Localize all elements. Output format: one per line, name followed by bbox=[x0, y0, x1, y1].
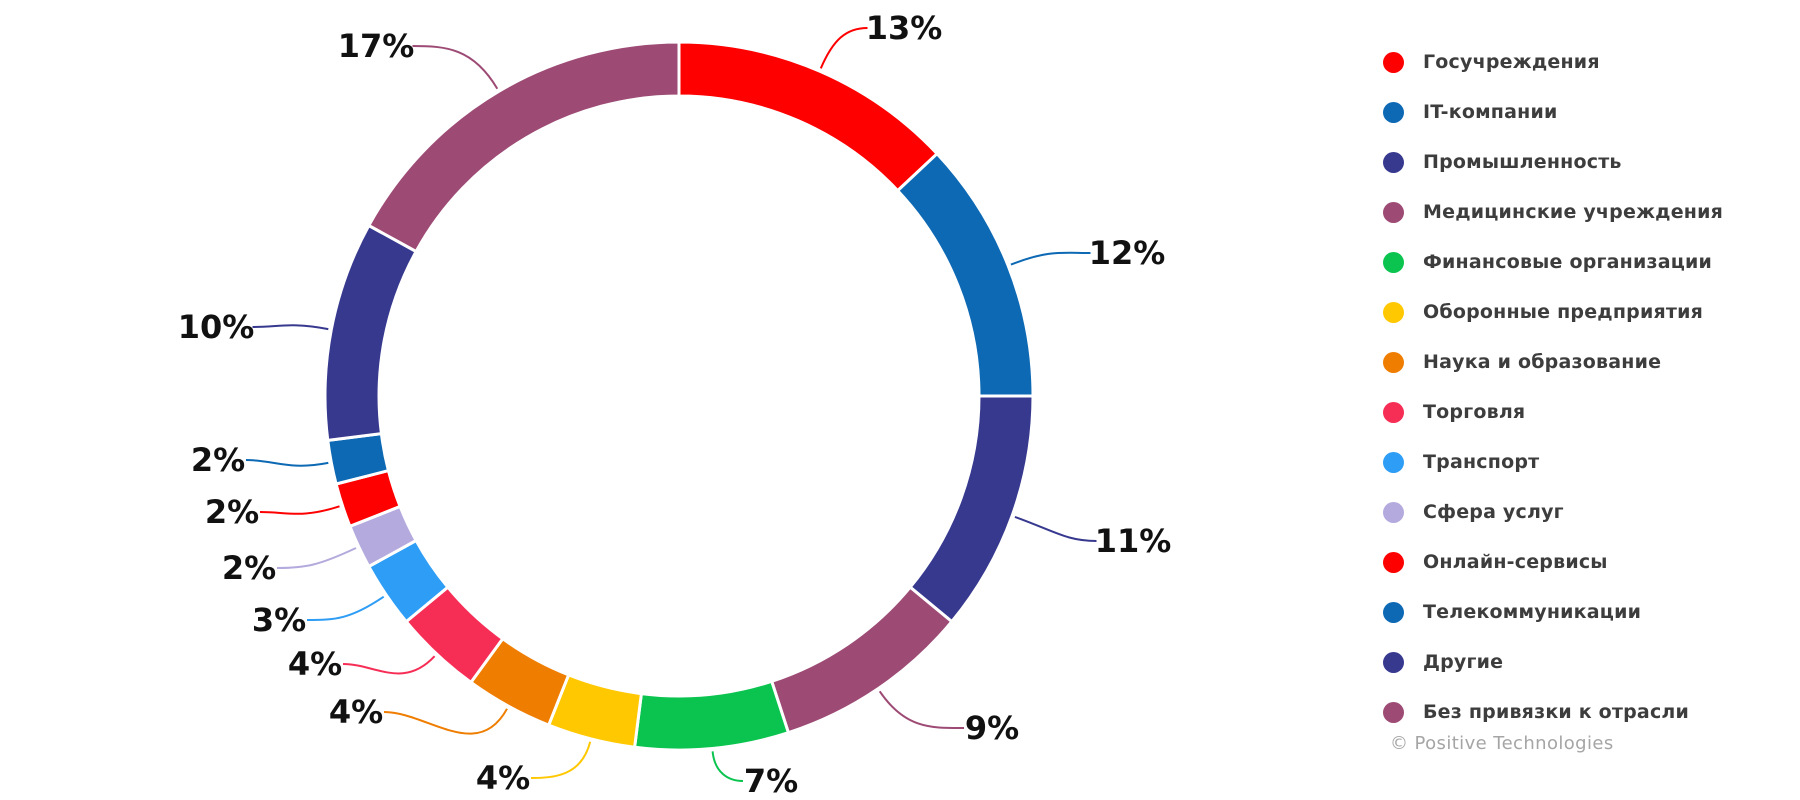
legend-dot bbox=[1383, 551, 1404, 573]
legend-dot bbox=[1383, 301, 1404, 323]
legend-label: Торговля bbox=[1423, 401, 1526, 423]
legend-label: Финансовые организации bbox=[1423, 251, 1713, 273]
donut-segment-3 bbox=[908, 394, 1035, 624]
legend-dot bbox=[1383, 601, 1404, 623]
legend-dot bbox=[1383, 101, 1404, 123]
legend-dot bbox=[1383, 651, 1404, 673]
legend-item: Торговля bbox=[1383, 387, 1723, 437]
legend-label: Медицинские учреждения bbox=[1423, 201, 1724, 223]
legend-item: Телекоммуникации bbox=[1383, 587, 1723, 637]
leader-line bbox=[259, 505, 340, 515]
leader-line bbox=[819, 27, 868, 69]
legend-item: Другие bbox=[1383, 637, 1723, 687]
percent-label: 4% bbox=[288, 645, 342, 683]
legend-label: Транспорт bbox=[1423, 451, 1540, 473]
legend-dot bbox=[1383, 201, 1404, 223]
leader-line bbox=[878, 690, 965, 730]
percent-label: 12% bbox=[1089, 234, 1166, 272]
percent-label: 10% bbox=[178, 308, 255, 346]
percent-label: 2% bbox=[205, 493, 259, 531]
legend-dot bbox=[1383, 401, 1404, 423]
percent-label: 7% bbox=[744, 762, 798, 800]
legend: Госучреждения IT-компании Промышленность Ме… bbox=[1383, 37, 1723, 737]
legend-dot bbox=[1383, 351, 1404, 373]
donut-segment-1 bbox=[677, 40, 940, 193]
legend-item: Промышленность bbox=[1383, 137, 1723, 187]
percent-label: 4% bbox=[476, 759, 530, 797]
donut-segment-14 bbox=[366, 40, 681, 254]
leader-line bbox=[383, 708, 508, 735]
copyright: © Positive Technologies bbox=[1390, 733, 1614, 754]
legend-dot bbox=[1383, 501, 1404, 523]
legend-item: IT-компании bbox=[1383, 87, 1723, 137]
leader-line bbox=[530, 741, 592, 779]
legend-label: Без привязки к отрасли bbox=[1423, 701, 1690, 723]
donut-segment-4 bbox=[769, 585, 954, 735]
legend-dot bbox=[1383, 151, 1404, 173]
legend-label: Промышленность bbox=[1423, 151, 1622, 173]
leader-line bbox=[412, 45, 499, 90]
leader-line bbox=[276, 547, 357, 569]
legend-label: Другие bbox=[1423, 651, 1504, 673]
percent-label: 2% bbox=[222, 549, 276, 587]
legend-dot bbox=[1383, 251, 1404, 273]
legend-item: Сфера услуг bbox=[1383, 487, 1723, 537]
legend-dot bbox=[1383, 51, 1404, 73]
legend-label: Оборонные предприятия bbox=[1423, 301, 1703, 323]
legend-item: Транспорт bbox=[1383, 437, 1723, 487]
legend-label: Госучреждения bbox=[1423, 51, 1600, 73]
legend-label: IT-компании bbox=[1423, 101, 1558, 123]
percent-label: 11% bbox=[1095, 522, 1172, 560]
legend-item: Госучреждения bbox=[1383, 37, 1723, 87]
leader-line bbox=[711, 751, 744, 782]
leader-line bbox=[1014, 515, 1097, 542]
legend-item: Без привязки к отрасли bbox=[1383, 687, 1723, 737]
legend-item: Наука и образование bbox=[1383, 337, 1723, 387]
legend-dot bbox=[1383, 451, 1404, 473]
legend-label: Телекоммуникации bbox=[1423, 601, 1642, 623]
percent-label: 9% bbox=[965, 709, 1019, 747]
legend-item: Медицинские учреждения bbox=[1383, 187, 1723, 237]
leader-line bbox=[342, 655, 436, 675]
legend-dot bbox=[1383, 701, 1404, 723]
percent-label: 4% bbox=[329, 693, 383, 731]
leader-line bbox=[252, 324, 329, 331]
donut-segment-2 bbox=[895, 151, 1035, 398]
percent-label: 3% bbox=[252, 601, 306, 639]
leader-line bbox=[245, 459, 329, 467]
legend-label: Наука и образование bbox=[1423, 351, 1662, 373]
percent-label: 2% bbox=[191, 441, 245, 479]
percent-label: 13% bbox=[866, 9, 943, 47]
percent-label: 17% bbox=[338, 27, 415, 65]
leader-line bbox=[306, 595, 385, 621]
legend-item: Оборонные предприятия bbox=[1383, 287, 1723, 337]
donut-segment-5 bbox=[632, 679, 791, 752]
leader-line bbox=[1010, 251, 1091, 266]
legend-label: Онлайн-сервисы bbox=[1423, 551, 1608, 573]
legend-label: Сфера услуг bbox=[1423, 501, 1564, 523]
legend-item: Онлайн-сервисы bbox=[1383, 537, 1723, 587]
legend-item: Финансовые организации bbox=[1383, 237, 1723, 287]
donut-segment-13 bbox=[323, 223, 419, 443]
